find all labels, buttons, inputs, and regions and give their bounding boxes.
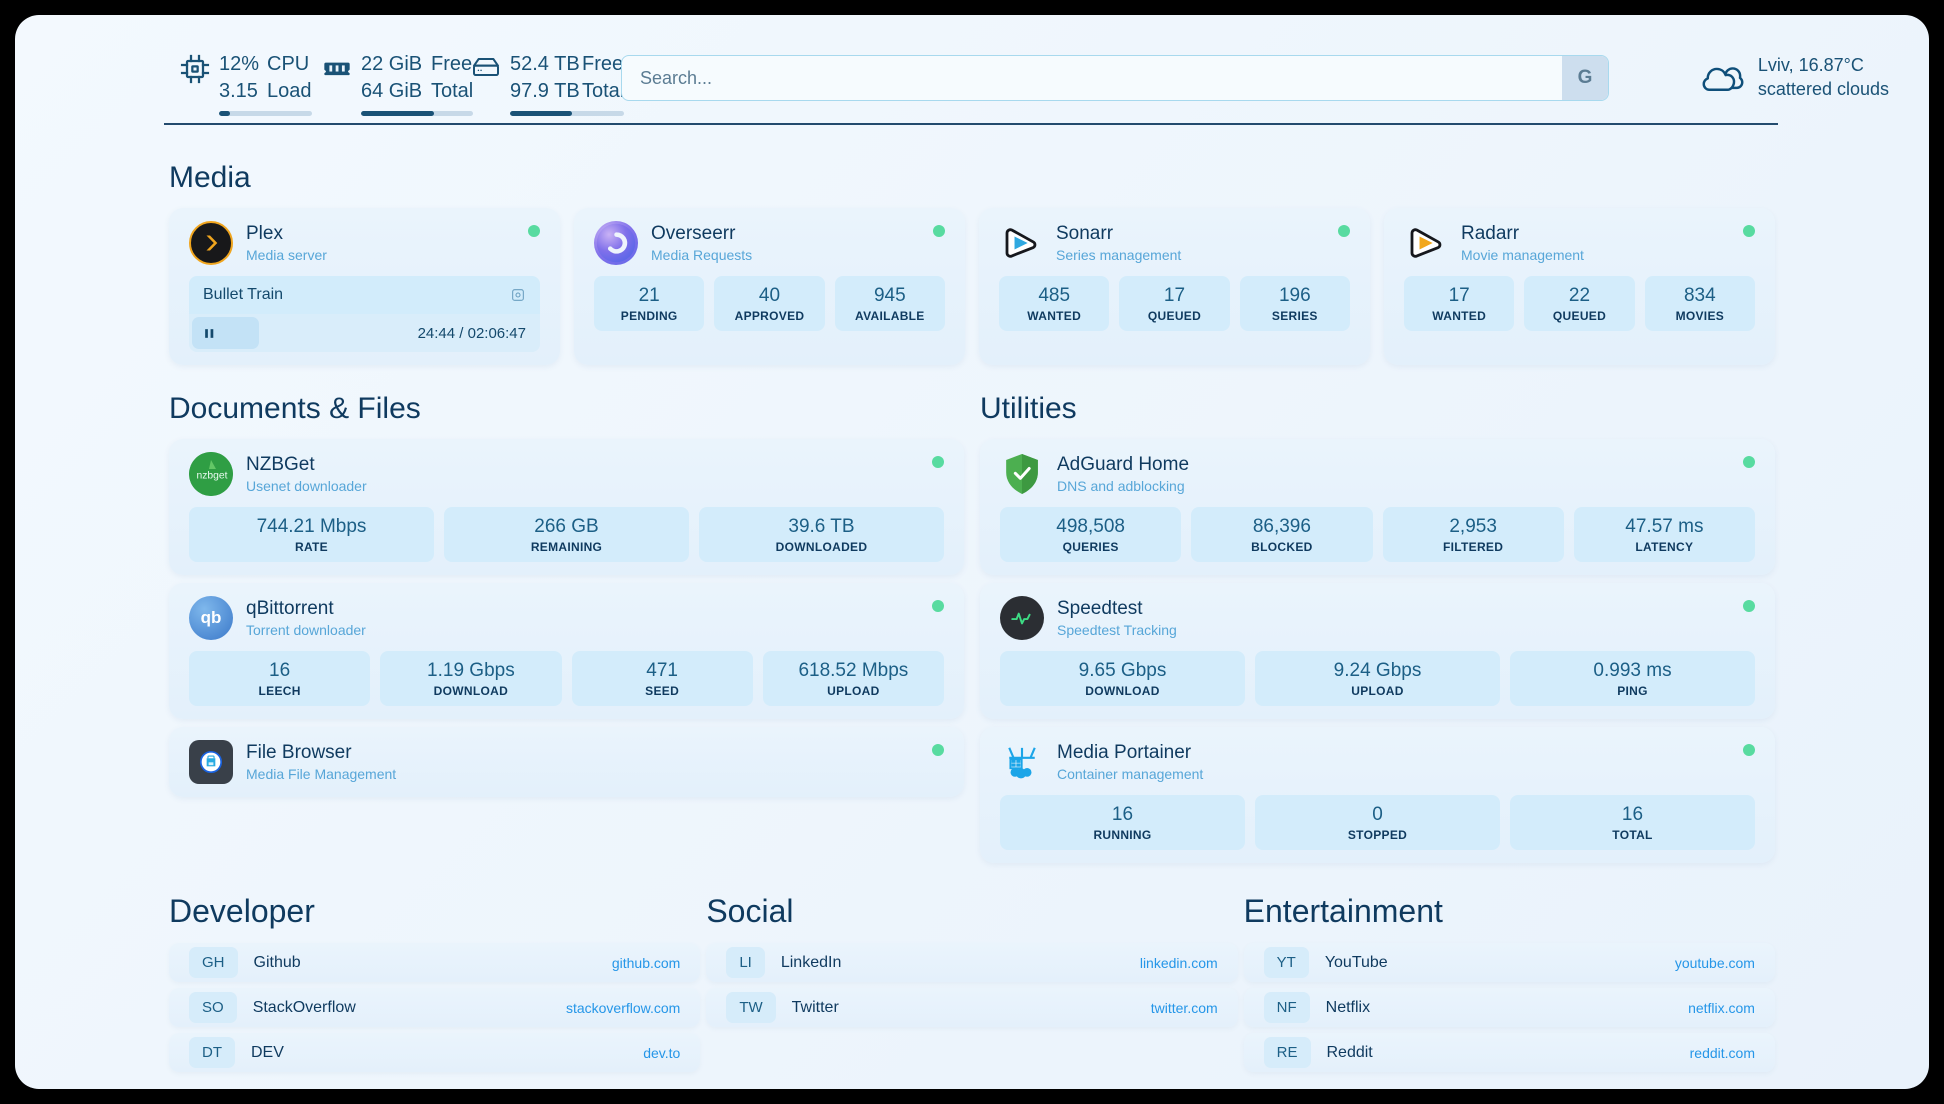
svg-text:nzbget: nzbget <box>197 471 228 482</box>
